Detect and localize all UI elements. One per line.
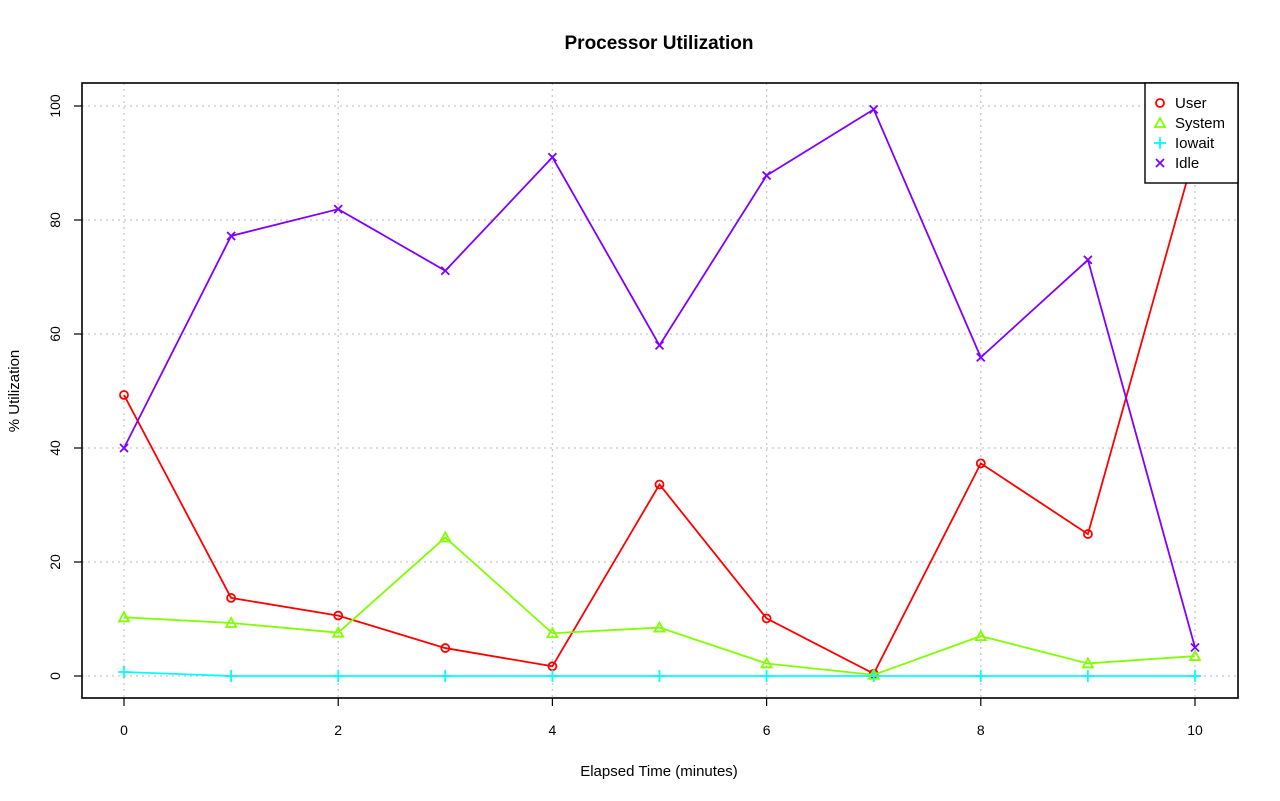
- series-iowait-point: [546, 670, 559, 682]
- series-idle-point: [1083, 255, 1093, 265]
- series-idle: [119, 104, 1200, 653]
- series-iowait-point: [867, 670, 880, 682]
- legend-iowait-marker: [1154, 137, 1166, 149]
- series-user-point: [1083, 529, 1093, 539]
- legend-user-label: User: [1175, 95, 1207, 112]
- series-user-point: [333, 610, 344, 621]
- series-iowait-point: [118, 666, 130, 679]
- series-system-point: [652, 620, 667, 633]
- legend-item-idle: Idle: [1155, 155, 1199, 172]
- y-tick-label: 20: [47, 554, 63, 570]
- series-idle-point: [226, 231, 236, 241]
- series-iowait-point: [653, 670, 666, 682]
- series-system-point: [331, 625, 345, 638]
- series-system-point: [117, 610, 131, 623]
- series-layer: [117, 104, 1202, 682]
- series-iowait-point: [974, 670, 987, 682]
- series-user-point: [975, 458, 986, 469]
- series-system-point: [1081, 656, 1095, 669]
- series-idle-point: [547, 152, 558, 162]
- legend-item-system: System: [1153, 115, 1225, 132]
- series-user-point: [119, 390, 129, 400]
- legend-item-iowait: Iowait: [1154, 135, 1215, 152]
- x-tick-label: 2: [334, 722, 342, 738]
- series-iowait-point: [225, 670, 238, 682]
- series-iowait-point: [439, 670, 452, 682]
- series-idle-point: [869, 104, 879, 115]
- x-tick-label: 4: [549, 722, 557, 738]
- y-tick-label: 80: [47, 212, 63, 228]
- legend-idle-label: Idle: [1175, 155, 1199, 172]
- legend-system-label: System: [1175, 115, 1225, 132]
- series-iowait-point: [1189, 670, 1201, 682]
- series-user-point: [440, 643, 451, 653]
- y-tick-label: 0: [47, 672, 63, 680]
- series-idle-point: [1190, 642, 1200, 653]
- legend: User System Iowait Idle: [1144, 82, 1239, 184]
- legend-user-marker: [1155, 98, 1165, 108]
- legend-idle-marker: [1155, 158, 1165, 168]
- x-tick-label: 0: [120, 722, 128, 738]
- legend-item-user: User: [1155, 95, 1207, 112]
- x-tick-label: 10: [1187, 722, 1203, 738]
- series-system-point: [545, 626, 559, 639]
- series-system-point: [760, 656, 774, 669]
- x-tick-label: 8: [977, 722, 985, 738]
- series-user-line: [123, 151, 1196, 675]
- chart-title: Processor Utilization: [565, 33, 754, 54]
- series-system: [117, 530, 1202, 680]
- series-system-point: [438, 530, 452, 543]
- series-system-point: [1188, 649, 1202, 661]
- legend-iowait-label: Iowait: [1175, 135, 1215, 152]
- series-idle-point: [119, 443, 129, 453]
- series-iowait-point: [1081, 670, 1094, 682]
- series-system-point: [224, 616, 238, 628]
- series-idle-point: [333, 204, 343, 214]
- plot-area-frame: [81, 82, 1239, 699]
- x-tick-label: 6: [763, 722, 771, 738]
- series-idle-line: [123, 108, 1196, 648]
- y-axis-label: % Utilization: [6, 350, 23, 433]
- series-iowait: [118, 666, 1201, 682]
- grid-lines: [82, 83, 1238, 698]
- x-axis-label: Elapsed Time (minutes): [580, 763, 738, 780]
- series-iowait-point: [332, 670, 345, 682]
- series-user-point: [761, 613, 772, 624]
- y-tick-label: 100: [47, 94, 63, 118]
- legend-system-marker: [1153, 116, 1167, 128]
- series-iowait-point: [760, 670, 773, 682]
- series-user: [119, 146, 1200, 679]
- series-system-line: [123, 536, 1196, 676]
- series-idle-point: [440, 266, 450, 276]
- y-tick-label: 60: [47, 326, 63, 342]
- series-user-point: [654, 479, 665, 490]
- series-idle-point: [976, 352, 986, 363]
- series-idle-point: [654, 340, 665, 351]
- series-idle-point: [761, 170, 772, 181]
- series-user-point: [226, 593, 237, 603]
- series-system-point: [974, 629, 988, 641]
- y-tick-label: 40: [47, 440, 63, 456]
